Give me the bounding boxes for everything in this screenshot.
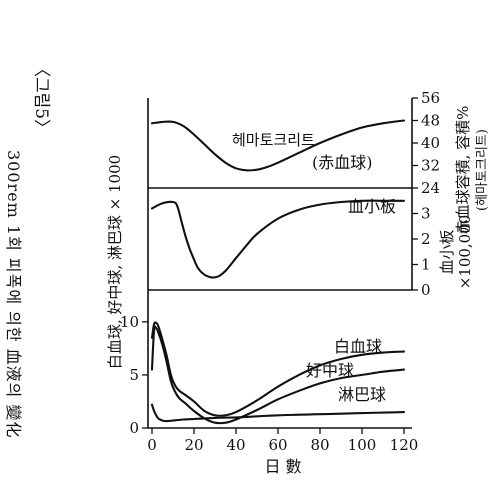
right-axis-title-hematocrit: 赤血球容積, 容積% bbox=[454, 106, 472, 235]
tick-label-left-0: 0 bbox=[129, 419, 139, 437]
tick-label-right-1-3: 3 bbox=[421, 205, 431, 223]
tick-label-x-120: 120 bbox=[390, 436, 419, 454]
tick-label-right-0-56: 56 bbox=[421, 89, 440, 107]
tick-label-right-0-40: 40 bbox=[421, 134, 440, 152]
tick-label-right-0-32: 32 bbox=[421, 157, 440, 175]
tick-label-right-0-24: 24 bbox=[421, 179, 440, 197]
tick-label-left-10: 10 bbox=[120, 313, 139, 331]
tick-label-right-1-1: 1 bbox=[421, 256, 431, 274]
tick-label-x-0: 0 bbox=[147, 436, 157, 454]
tick-label-right-0-48: 48 bbox=[421, 112, 440, 130]
curve-leukocytes-0 bbox=[150, 321, 406, 417]
plot-frame bbox=[147, 98, 413, 429]
tick-label-right-1-0: 0 bbox=[421, 281, 431, 299]
tick-label-x-20: 20 bbox=[184, 436, 203, 454]
tick-label-x-100: 100 bbox=[348, 436, 377, 454]
tick-label-x-40: 40 bbox=[226, 436, 245, 454]
right-axis-subtitle-hematocrit: (헤마토크리트) bbox=[475, 129, 490, 211]
curve-hematocrit-0 bbox=[150, 119, 406, 172]
curve-leukocytes-2 bbox=[150, 403, 406, 423]
label-hematocrit: 헤마토크리트 bbox=[232, 131, 315, 149]
side-caption: 〈그림5〉 300rem 1회 피폭에 의한 血液의 變化 bbox=[4, 60, 51, 438]
label-leukocytes: 白血球 bbox=[334, 337, 382, 356]
curves-layer bbox=[150, 119, 406, 425]
series-labels: 헤마토크리트 (赤血球) 血小板 白血球 好中球 淋巴球 bbox=[232, 131, 396, 404]
caption-line: 300rem 1회 피폭에 의한 血液의 變化 bbox=[4, 150, 23, 438]
right-axis-subtitle-platelets: ×100,000 bbox=[456, 215, 474, 290]
tick-label-x-80: 80 bbox=[310, 436, 329, 454]
tick-label-x-60: 60 bbox=[268, 436, 287, 454]
figure-label: 〈그림5〉 bbox=[31, 60, 51, 136]
x-axis-title: 日 數 bbox=[264, 457, 301, 476]
tick-label-right-1-2: 2 bbox=[421, 230, 431, 248]
left-axis-title: 白血球, 好中球, 淋巴球 × 1000 bbox=[106, 155, 124, 369]
right-axis-title-platelets: 血小板 bbox=[438, 229, 456, 274]
label-red-cells: (赤血球) bbox=[312, 153, 373, 172]
tick-label-left-5: 5 bbox=[129, 366, 139, 384]
curve-platelets-0 bbox=[150, 199, 406, 279]
label-lymphocytes: 淋巴球 bbox=[338, 385, 386, 404]
